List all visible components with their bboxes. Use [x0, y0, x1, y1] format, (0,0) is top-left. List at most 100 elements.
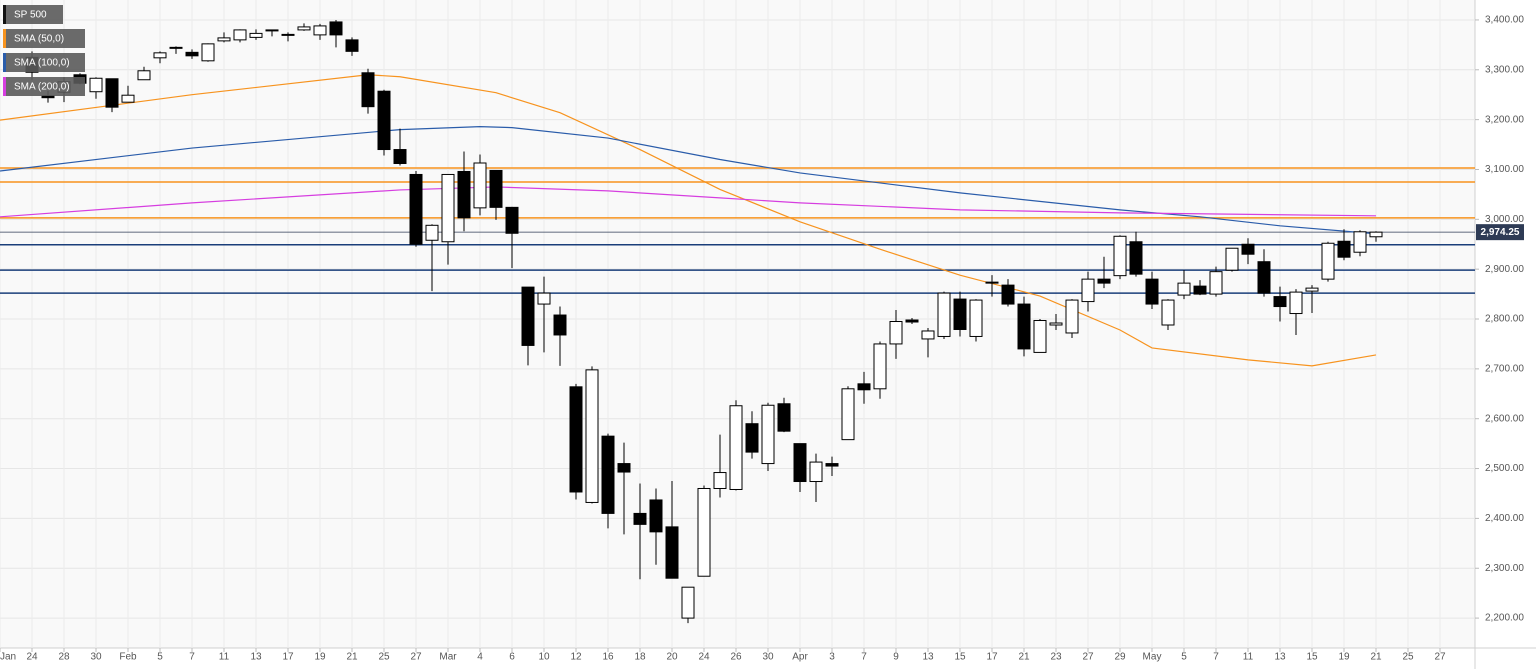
candle-body — [249, 32, 263, 38]
x-tick-label: 13 — [250, 652, 262, 663]
candle-body — [713, 472, 727, 489]
x-tick-label: 12 — [570, 652, 582, 663]
candle-body — [969, 299, 983, 337]
sma-line — [0, 186, 1377, 218]
candle-body — [1353, 231, 1367, 253]
x-tick-label: 27 — [410, 652, 422, 663]
legend-label: SMA (50,0) — [14, 34, 64, 45]
x-tick-label: 6 — [509, 652, 515, 663]
candle-body — [297, 26, 311, 31]
candle-body — [185, 51, 199, 57]
candle-body — [1225, 247, 1239, 271]
candle-body — [633, 512, 647, 525]
candle-body — [1241, 243, 1255, 255]
candle-body — [841, 388, 855, 441]
candle-body — [281, 33, 295, 36]
candle-body — [41, 95, 55, 99]
legend-box — [3, 29, 85, 48]
legend: SP 500 SMA (50,0) SMA (100,0) SMA (200,0) — [3, 5, 85, 96]
x-tick-label: 11 — [219, 652, 230, 663]
candle-body — [1033, 320, 1047, 353]
candle-body — [121, 94, 135, 103]
candle-body — [1161, 299, 1175, 326]
legend-label: SMA (200,0) — [14, 82, 70, 93]
y-tick-label: 2,800.00 — [1485, 314, 1524, 325]
candle-body — [937, 292, 951, 337]
x-tick-label: 7 — [861, 652, 867, 663]
legend-label: SP 500 — [14, 10, 47, 21]
x-tick-label: 28 — [58, 652, 70, 663]
candle-body — [1337, 240, 1351, 258]
x-tick-label: 5 — [157, 652, 163, 663]
candle-body — [1049, 322, 1063, 326]
candle-body — [393, 149, 407, 164]
candle-body — [489, 169, 503, 208]
candle-body — [1097, 278, 1111, 284]
candle-body — [377, 90, 391, 151]
candle-body — [585, 369, 599, 503]
candle-body — [665, 526, 679, 579]
x-tick-label: 29 — [1114, 652, 1126, 663]
legend-box — [3, 53, 85, 72]
candle-body — [1257, 261, 1271, 294]
candle-body — [745, 423, 759, 453]
x-tick-label: 25 — [378, 652, 390, 663]
x-tick-label: 21 — [346, 652, 358, 663]
candle-body — [553, 314, 567, 336]
candle-body — [1369, 231, 1383, 238]
legend-swatch — [3, 77, 6, 96]
x-tick-label: 23 — [1050, 652, 1062, 663]
y-tick-label: 3,400.00 — [1485, 15, 1524, 26]
candle-body — [265, 29, 279, 32]
x-tick-label: 16 — [602, 652, 614, 663]
x-tick-label: 27 — [1082, 652, 1094, 663]
candle-body — [777, 403, 791, 432]
candle-body — [889, 321, 903, 345]
labels: 2,200.00 2,300.00 2,400.00 2,500.00 2,600.00… — [0, 15, 1524, 663]
sma-line — [0, 74, 1377, 367]
candle-body — [1001, 284, 1015, 305]
candle-body — [89, 77, 103, 93]
candle-body — [233, 29, 247, 41]
legend-swatch — [3, 29, 6, 48]
candle-body — [313, 25, 327, 36]
x-tick-label: 13 — [922, 652, 934, 663]
candle-body — [441, 173, 455, 243]
y-tick-label: 3,200.00 — [1485, 114, 1524, 125]
candle-body — [905, 319, 919, 323]
candle-body — [105, 78, 119, 108]
candle-body — [985, 281, 999, 284]
candle-body — [793, 443, 807, 483]
y-tick-label: 2,700.00 — [1485, 364, 1524, 375]
x-tick-label: Mar — [439, 652, 457, 663]
candle-body — [1209, 271, 1223, 295]
candle-body — [825, 463, 839, 467]
x-tick-label: 15 — [1306, 652, 1318, 663]
candle-body — [137, 70, 151, 81]
legend-swatch — [3, 53, 6, 72]
candle-body — [857, 383, 871, 391]
x-tick-label: Jan — [0, 652, 16, 663]
last-price-box — [1476, 224, 1524, 241]
x-tick-label: 5 — [1181, 652, 1187, 663]
x-tick-label: 19 — [1338, 652, 1350, 663]
candle-body — [505, 206, 519, 234]
x-tick-label: 7 — [1213, 652, 1219, 663]
candle-body — [1273, 296, 1287, 308]
candle-body — [201, 43, 215, 62]
candle-body — [1289, 291, 1303, 315]
y-tick-label: 3,100.00 — [1485, 164, 1524, 175]
candle-body — [761, 404, 775, 465]
legend-label: SMA (100,0) — [14, 58, 70, 69]
x-tick-label: 30 — [762, 652, 774, 663]
x-tick-label: 20 — [666, 652, 678, 663]
y-tick-label: 2,500.00 — [1485, 463, 1524, 474]
x-tick-label: 21 — [1370, 652, 1382, 663]
candle-body — [217, 37, 231, 42]
candle-body — [873, 343, 887, 390]
candle-body — [697, 487, 711, 577]
candle-body — [153, 52, 167, 59]
candle-body — [1321, 242, 1335, 280]
legend-box — [3, 77, 85, 96]
